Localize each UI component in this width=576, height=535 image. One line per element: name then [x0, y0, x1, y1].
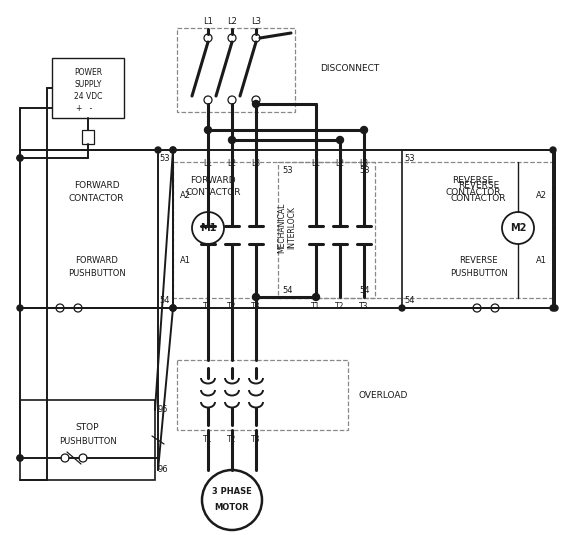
Text: L2: L2: [227, 17, 237, 26]
Text: 53: 53: [405, 154, 415, 163]
Circle shape: [550, 147, 556, 153]
Circle shape: [229, 136, 236, 143]
Circle shape: [170, 305, 176, 311]
Text: T1: T1: [203, 434, 213, 444]
Circle shape: [361, 126, 367, 134]
Text: L3: L3: [251, 17, 261, 26]
Text: +   -: + -: [76, 103, 92, 112]
Text: 53: 53: [160, 154, 170, 163]
Text: PUSHBUTTON: PUSHBUTTON: [67, 269, 126, 278]
Text: T1: T1: [311, 302, 321, 310]
Text: 53: 53: [283, 165, 293, 174]
Text: T3: T3: [251, 302, 261, 310]
Text: T2: T2: [228, 302, 237, 310]
Text: A1: A1: [536, 256, 547, 264]
Text: MOTOR: MOTOR: [215, 503, 249, 513]
Text: M2: M2: [510, 223, 526, 233]
Bar: [173, 162, 375, 298]
Text: 54: 54: [160, 295, 170, 304]
Circle shape: [204, 126, 211, 134]
Text: L3: L3: [252, 158, 260, 167]
Text: 53: 53: [359, 165, 370, 174]
Circle shape: [550, 305, 556, 311]
Text: 54: 54: [360, 286, 370, 294]
Text: A1: A1: [180, 256, 191, 264]
Text: OVERLOAD: OVERLOAD: [358, 391, 408, 400]
Text: CONTACTOR: CONTACTOR: [185, 187, 241, 196]
Circle shape: [17, 455, 23, 461]
Text: FORWARD: FORWARD: [74, 180, 119, 189]
Circle shape: [252, 294, 260, 301]
Text: FORWARD: FORWARD: [75, 256, 118, 264]
Text: T1: T1: [203, 302, 213, 310]
Text: POWER: POWER: [74, 67, 102, 77]
Text: 3 PHASE: 3 PHASE: [212, 487, 252, 496]
Text: T2: T2: [335, 302, 344, 310]
Circle shape: [170, 147, 176, 153]
Text: 96: 96: [158, 465, 168, 475]
Text: 54: 54: [283, 286, 293, 294]
Text: L1: L1: [203, 17, 213, 26]
Circle shape: [17, 155, 23, 161]
Circle shape: [170, 305, 176, 311]
Text: 24 VDC: 24 VDC: [74, 91, 102, 101]
Text: PUSHBUTTON: PUSHBUTTON: [450, 269, 507, 278]
Text: T2: T2: [228, 434, 237, 444]
Circle shape: [336, 136, 343, 143]
Text: CONTACTOR: CONTACTOR: [451, 194, 506, 203]
Circle shape: [313, 294, 320, 301]
Text: MECHANICAL
INTERLOCK: MECHANICAL INTERLOCK: [277, 203, 297, 253]
Circle shape: [17, 455, 23, 461]
Circle shape: [155, 147, 161, 153]
Text: REVERSE: REVERSE: [458, 180, 499, 189]
Text: FORWARD: FORWARD: [190, 175, 236, 185]
Bar: [402, 150, 555, 308]
Circle shape: [170, 305, 176, 311]
Circle shape: [170, 147, 176, 153]
Text: L2: L2: [228, 158, 237, 167]
Text: CONTACTOR: CONTACTOR: [445, 187, 501, 196]
Text: T3: T3: [251, 434, 261, 444]
Bar: [177, 28, 295, 112]
Bar: [278, 162, 553, 298]
Text: 54: 54: [405, 295, 415, 304]
Text: T3: T3: [359, 302, 369, 310]
Text: STOP: STOP: [76, 424, 99, 432]
Text: A2: A2: [536, 190, 547, 200]
Text: L1: L1: [203, 158, 213, 167]
Text: A2: A2: [180, 190, 191, 200]
Bar: [52, 58, 124, 118]
Text: L3: L3: [359, 158, 369, 167]
Text: 95: 95: [158, 406, 168, 415]
Text: L1: L1: [312, 158, 320, 167]
Circle shape: [252, 101, 260, 108]
Text: DISCONNECT: DISCONNECT: [320, 64, 379, 73]
Bar: [20, 400, 155, 480]
Text: CONTACTOR: CONTACTOR: [69, 194, 124, 203]
Text: PUSHBUTTON: PUSHBUTTON: [59, 438, 116, 447]
Text: REVERSE: REVERSE: [452, 175, 494, 185]
Bar: [177, 360, 348, 430]
Bar: [82, 130, 94, 144]
Circle shape: [552, 305, 558, 311]
Circle shape: [17, 305, 23, 311]
Text: REVERSE: REVERSE: [459, 256, 498, 264]
Text: L2: L2: [335, 158, 344, 167]
Circle shape: [399, 305, 405, 311]
Text: SUPPLY: SUPPLY: [74, 80, 102, 88]
Circle shape: [17, 155, 23, 161]
Bar: [20, 150, 173, 308]
Text: M1: M1: [200, 223, 216, 233]
